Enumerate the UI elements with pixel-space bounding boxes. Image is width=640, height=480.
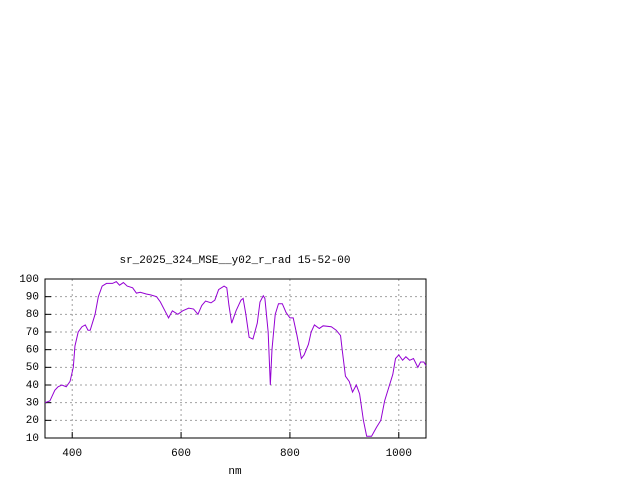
y-tick-label: 100 [19,274,39,286]
x-tick-label: 600 [171,448,191,460]
y-tick-label: 60 [26,345,39,357]
y-tick-label: 30 [26,398,39,410]
x-tick-label: 400 [62,448,82,460]
x-tick-label: 1000 [386,448,412,460]
data-line [44,281,427,437]
x-tick-label: 800 [280,448,300,460]
y-tick-label: 80 [26,309,39,321]
y-tick-label: 10 [26,433,39,445]
plot-border [44,278,427,439]
y-tick-label: 50 [26,362,39,374]
y-tick-label: 20 [26,415,39,427]
y-tick-label: 40 [26,380,39,392]
y-tick-label: 70 [26,327,39,339]
y-tick-label: 90 [26,292,39,304]
chart-title: sr_2025_324_MSE__y02_r_rad 15-52-00 [119,255,350,267]
x-axis-label: nm [228,466,242,478]
